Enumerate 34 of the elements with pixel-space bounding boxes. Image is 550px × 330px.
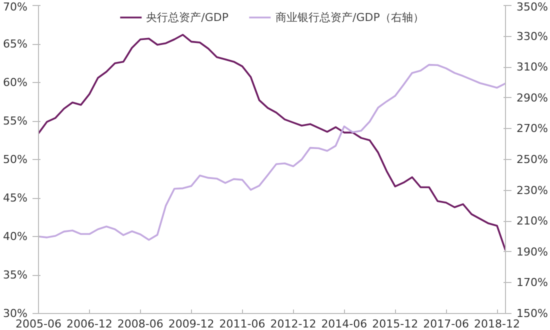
y2-tick-label: 350% xyxy=(516,0,548,14)
y-tick-label: 40% xyxy=(3,230,28,243)
y-tick-label: 45% xyxy=(3,192,28,204)
x-tick-label: 2009-12 xyxy=(168,318,214,330)
x-tick-label: 2014-06 xyxy=(321,318,368,330)
y2-tick-label: 150% xyxy=(516,307,548,320)
legend-label: 商业银行总资产/GDP（右轴） xyxy=(276,10,424,24)
y-tick-label: 70% xyxy=(3,0,28,14)
y2-tick-label: 310% xyxy=(516,60,548,74)
y2-tick-label: 190% xyxy=(516,245,548,258)
x-tick-label: 2011-06 xyxy=(219,318,266,330)
y2-tick-label: 230% xyxy=(516,184,548,197)
x-tick-label: 2008-06 xyxy=(117,318,164,330)
x-tick-label: 2012-12 xyxy=(270,318,316,330)
y-tick-label: 55% xyxy=(3,114,28,128)
y2-tick-label: 330% xyxy=(516,30,548,43)
y-tick-label: 65% xyxy=(3,38,28,50)
y-tick-label: 60% xyxy=(3,76,28,89)
y2-tick-label: 210% xyxy=(516,214,548,228)
legend-label: 央行总资产/GDP xyxy=(146,10,228,24)
line-series xyxy=(38,34,506,252)
x-tick-label: 2015-12 xyxy=(372,318,418,330)
x-tick-label: 2017-06 xyxy=(423,318,470,330)
x-tick-label: 2018-12 xyxy=(474,318,520,330)
y2-tick-label: 170% xyxy=(516,276,548,290)
y2-tick-label: 270% xyxy=(516,122,548,136)
y-tick-label: 30% xyxy=(3,307,28,320)
x-tick-label: 2005-06 xyxy=(16,318,62,330)
y-tick-label: 50% xyxy=(3,153,28,166)
y-tick-label: 35% xyxy=(3,268,28,282)
line-series xyxy=(38,64,506,241)
y2-tick-label: 290% xyxy=(516,91,548,104)
y2-tick-label: 250% xyxy=(516,153,548,166)
x-tick-label: 2006-12 xyxy=(66,318,112,330)
